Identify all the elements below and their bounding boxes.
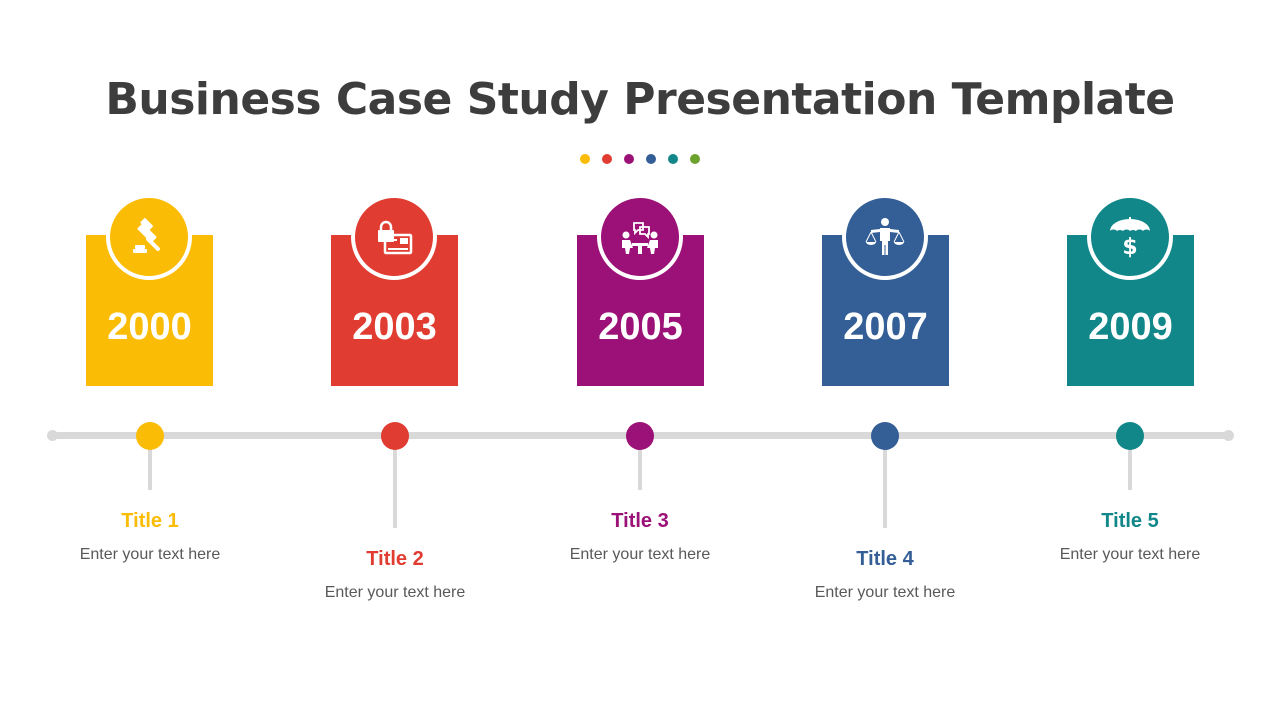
milestone-title: Title 1 [121, 510, 179, 532]
timeline-node-4 [871, 422, 899, 450]
dot-icon [580, 154, 590, 164]
milestone-title: Title 2 [366, 548, 424, 570]
timeline-node-3 [626, 422, 654, 450]
dot-icon [690, 154, 700, 164]
milestone-year: 2000 [107, 306, 192, 348]
meeting-icon [597, 194, 683, 280]
timeline-node-1 [136, 422, 164, 450]
timeline-end-cap [1223, 430, 1234, 441]
timeline-stem [393, 448, 397, 528]
svg-text:$: $ [1122, 235, 1137, 259]
timeline-stem [883, 448, 887, 528]
secure-card-icon [351, 194, 437, 280]
milestone-year: 2009 [1088, 306, 1173, 348]
milestone-text: Enter your text here [324, 584, 466, 601]
milestone-title: Title 5 [1101, 510, 1159, 532]
dot-icon [668, 154, 678, 164]
timeline-start-cap [47, 430, 58, 441]
umbrella-dollar-icon: $ [1087, 194, 1173, 280]
timeline-stem [1128, 448, 1132, 490]
timeline-stem [638, 448, 642, 490]
slide-title: Business Case Study Presentation Templat… [105, 74, 1175, 125]
milestone-title: Title 4 [856, 548, 914, 570]
milestone-text: Enter your text here [814, 584, 956, 601]
justice-scale-icon [842, 194, 928, 280]
timeline-node-5 [1116, 422, 1144, 450]
milestone-text: Enter your text here [79, 546, 221, 563]
dot-icon [646, 154, 656, 164]
milestone-year: 2007 [843, 306, 928, 348]
timeline-node-2 [381, 422, 409, 450]
milestone-text: Enter your text here [569, 546, 711, 563]
dot-icon [624, 154, 634, 164]
milestone-title: Title 3 [611, 510, 669, 532]
milestone-year: 2003 [352, 306, 437, 348]
gavel-icon [106, 194, 192, 280]
milestone-year: 2005 [598, 306, 683, 348]
dot-icon [602, 154, 612, 164]
decorative-dots [580, 154, 700, 164]
milestone-text: Enter your text here [1059, 546, 1201, 563]
timeline-stem [148, 448, 152, 490]
